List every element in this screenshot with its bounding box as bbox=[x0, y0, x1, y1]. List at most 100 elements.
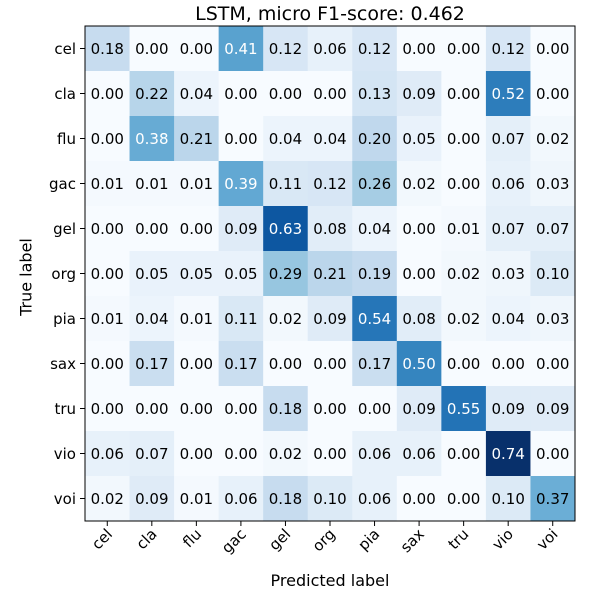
heatmap-cell bbox=[218, 116, 264, 162]
cell-value-label: 0.01 bbox=[91, 310, 124, 328]
heatmap-cell bbox=[530, 161, 576, 207]
heatmap-cell bbox=[530, 206, 576, 252]
cell-value-label: 0.00 bbox=[536, 85, 569, 103]
cell-value-label: 0.03 bbox=[536, 175, 569, 193]
heatmap-cell bbox=[485, 341, 531, 387]
heatmap-cell bbox=[263, 206, 309, 252]
cell-value-label: 0.00 bbox=[447, 175, 480, 193]
heatmap-cell bbox=[129, 386, 175, 432]
heatmap-cell bbox=[396, 206, 442, 252]
cell-value-label: 0.00 bbox=[91, 355, 124, 373]
cell-value-label: 0.00 bbox=[313, 85, 346, 103]
heatmap-cell bbox=[530, 71, 576, 117]
heatmap-cell bbox=[263, 161, 309, 207]
heatmap-cell bbox=[307, 116, 353, 162]
heatmap-cell bbox=[307, 161, 353, 207]
cell-value-label: 0.17 bbox=[224, 355, 257, 373]
cell-value-label: 0.10 bbox=[491, 490, 524, 508]
heatmap-cell bbox=[307, 476, 353, 522]
heatmap-cell bbox=[441, 26, 487, 72]
heatmap-cell bbox=[218, 431, 264, 477]
y-tick-label: vio bbox=[54, 445, 76, 463]
y-tick-label: gac bbox=[49, 175, 76, 193]
cell-value-label: 0.39 bbox=[224, 175, 257, 193]
y-tick-label: cel bbox=[54, 40, 76, 58]
cell-value-label: 0.08 bbox=[313, 220, 346, 238]
heatmap-cell bbox=[174, 476, 220, 522]
cell-value-label: 0.01 bbox=[447, 220, 480, 238]
cell-value-label: 0.00 bbox=[447, 85, 480, 103]
cell-value-label: 0.50 bbox=[402, 355, 435, 373]
x-tick-label: voi bbox=[533, 525, 561, 553]
heatmap-cell bbox=[352, 296, 398, 342]
cell-value-label: 0.00 bbox=[491, 355, 524, 373]
heatmap-cell bbox=[129, 476, 175, 522]
heatmap-cell bbox=[530, 26, 576, 72]
heatmap-cell bbox=[396, 26, 442, 72]
cell-value-label: 0.00 bbox=[91, 265, 124, 283]
cell-value-label: 0.02 bbox=[447, 310, 480, 328]
cell-value-label: 0.04 bbox=[180, 85, 213, 103]
heatmap-cell bbox=[129, 71, 175, 117]
heatmap-cell bbox=[485, 71, 531, 117]
heatmap-cell bbox=[174, 341, 220, 387]
cell-value-label: 0.38 bbox=[135, 130, 168, 148]
cell-value-label: 0.22 bbox=[135, 85, 168, 103]
heatmap-cell bbox=[441, 341, 487, 387]
heatmap-cell bbox=[218, 206, 264, 252]
heatmap-cell bbox=[129, 251, 175, 297]
heatmap-cell bbox=[85, 341, 130, 387]
heatmap-cell bbox=[396, 116, 442, 162]
cell-value-label: 0.17 bbox=[135, 355, 168, 373]
cell-value-label: 0.02 bbox=[536, 130, 569, 148]
heatmap-cell bbox=[352, 206, 398, 252]
heatmap-cell bbox=[530, 116, 576, 162]
heatmap-cell bbox=[352, 26, 398, 72]
cell-value-label: 0.09 bbox=[402, 85, 435, 103]
cell-value-label: 0.01 bbox=[180, 490, 213, 508]
x-axis-title: Predicted label bbox=[270, 571, 390, 590]
heatmap-cell bbox=[174, 431, 220, 477]
heatmap-cell bbox=[530, 431, 576, 477]
cell-value-label: 0.00 bbox=[180, 445, 213, 463]
cell-value-label: 0.00 bbox=[91, 85, 124, 103]
y-tick-label: sax bbox=[50, 355, 76, 373]
cell-value-label: 0.09 bbox=[491, 400, 524, 418]
heatmap-cell bbox=[485, 161, 531, 207]
heatmap-cell bbox=[396, 431, 442, 477]
heatmap-cell bbox=[441, 116, 487, 162]
heatmap-cell bbox=[441, 71, 487, 117]
heatmap-cell bbox=[352, 251, 398, 297]
x-tick-label: gac bbox=[218, 525, 250, 557]
cell-value-label: 0.37 bbox=[536, 490, 569, 508]
cell-value-label: 0.02 bbox=[269, 310, 302, 328]
cell-value-label: 0.02 bbox=[402, 175, 435, 193]
heatmap-cell bbox=[174, 296, 220, 342]
cell-value-label: 0.00 bbox=[402, 40, 435, 58]
y-tick-label: flu bbox=[57, 130, 76, 148]
cell-value-label: 0.03 bbox=[536, 310, 569, 328]
heatmap-cell bbox=[218, 26, 264, 72]
heatmap-cell bbox=[218, 71, 264, 117]
cell-value-label: 0.06 bbox=[402, 445, 435, 463]
x-tick-label: cel bbox=[88, 525, 116, 553]
cell-value-label: 0.04 bbox=[269, 130, 302, 148]
cell-value-label: 0.12 bbox=[358, 40, 391, 58]
cell-value-label: 0.10 bbox=[536, 265, 569, 283]
cell-value-label: 0.01 bbox=[180, 310, 213, 328]
heatmap-cell bbox=[263, 476, 309, 522]
cell-value-label: 0.09 bbox=[313, 310, 346, 328]
cell-value-label: 0.05 bbox=[402, 130, 435, 148]
heatmap-cell bbox=[85, 431, 130, 477]
heatmap-cell bbox=[396, 341, 442, 387]
heatmap-cell bbox=[485, 431, 531, 477]
cell-value-label: 0.74 bbox=[491, 445, 524, 463]
heatmap-cell bbox=[263, 71, 309, 117]
cell-value-label: 0.00 bbox=[224, 130, 257, 148]
heatmap-cell bbox=[441, 386, 487, 432]
heatmap-cell bbox=[396, 296, 442, 342]
heatmap-cell bbox=[307, 206, 353, 252]
heatmap-cell bbox=[174, 116, 220, 162]
cell-value-label: 0.00 bbox=[180, 355, 213, 373]
